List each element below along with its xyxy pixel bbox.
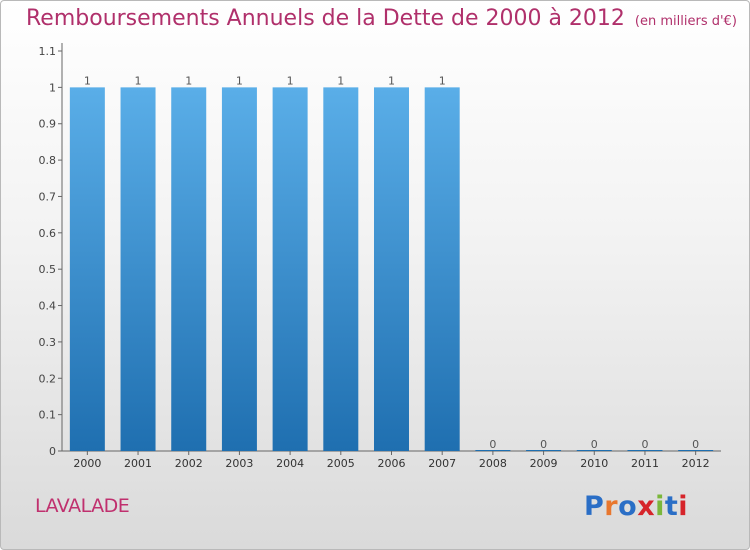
data-label: 0 (591, 438, 598, 451)
chart-title: Remboursements Annuels de la Dette de 20… (26, 6, 737, 31)
x-tick-label: 2005 (327, 457, 355, 470)
proxiti-logo: Proxiti (584, 491, 688, 522)
data-label: 0 (641, 438, 648, 451)
bar (323, 87, 359, 451)
y-tick-label: 1 (49, 81, 56, 94)
data-label: 0 (489, 438, 496, 451)
bar (221, 87, 257, 451)
y-tick-label: 0.5 (39, 263, 57, 276)
y-tick-label: 0.4 (39, 300, 57, 313)
y-tick-label: 0.3 (39, 336, 57, 349)
logo-letter: t (664, 491, 679, 522)
x-tick-label: 2003 (225, 457, 253, 470)
x-tick-label: 2009 (530, 457, 558, 470)
data-label: 1 (388, 74, 395, 87)
x-tick-label: 2002 (175, 457, 203, 470)
bar (120, 87, 156, 451)
x-tick-label: 2000 (73, 457, 101, 470)
y-tick-label: 1.1 (39, 45, 57, 58)
data-label: 0 (692, 438, 699, 451)
y-tick-label: 0.7 (39, 190, 57, 203)
bar (69, 87, 105, 451)
x-tick-label: 2011 (631, 457, 659, 470)
logo-letter: r (604, 491, 619, 522)
y-tick-label: 0.1 (39, 409, 57, 422)
x-tick-label: 2012 (682, 457, 710, 470)
data-label: 1 (439, 74, 446, 87)
y-tick-label: 0.2 (39, 372, 57, 385)
logo-letter: i (655, 491, 665, 522)
y-tick-label: 0 (49, 445, 56, 458)
bar (272, 87, 308, 451)
x-tick-label: 2004 (276, 457, 304, 470)
x-tick-label: 2001 (124, 457, 152, 470)
commune-name: LAVALADE (35, 495, 130, 517)
bar (424, 87, 460, 451)
y-tick-label: 0.8 (39, 154, 57, 167)
bar (171, 87, 207, 451)
data-label: 1 (287, 74, 294, 87)
x-tick-label: 2008 (479, 457, 507, 470)
logo-letter: x (637, 491, 656, 522)
logo-letter: o (618, 491, 638, 522)
data-label: 1 (337, 74, 344, 87)
x-tick-label: 2007 (428, 457, 456, 470)
data-label: 0 (540, 438, 547, 451)
unit-note: (en milliers d'€) (634, 14, 737, 29)
x-tick-label: 2010 (580, 457, 608, 470)
logo-letter: i (678, 491, 689, 522)
y-tick-label: 0.6 (39, 227, 57, 240)
title-text: Remboursements Annuels de la Dette de 20… (26, 6, 625, 31)
bar (374, 87, 409, 451)
logo-letter: P (584, 491, 605, 522)
x-tick-label: 2006 (378, 457, 406, 470)
y-tick-label: 0.9 (39, 118, 57, 131)
data-label: 1 (185, 74, 192, 87)
data-label: 1 (135, 74, 142, 87)
data-label: 1 (84, 74, 91, 87)
data-label: 1 (236, 74, 243, 87)
